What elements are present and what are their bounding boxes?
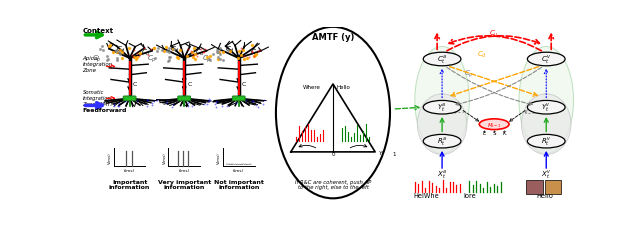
Text: $C_u$: $C_u$	[250, 47, 259, 57]
Text: S: S	[492, 131, 496, 135]
Text: $C_p$: $C_p$	[465, 68, 474, 80]
FancyBboxPatch shape	[545, 181, 561, 194]
Text: 0: 0	[332, 152, 335, 157]
Text: $Y^a$: $Y^a$	[378, 150, 385, 158]
Text: $Y^a_t$: $Y^a_t$	[437, 102, 447, 114]
Text: $C_d$: $C_d$	[225, 45, 235, 55]
Text: Not important
information: Not important information	[214, 179, 264, 190]
FancyBboxPatch shape	[232, 97, 245, 101]
Text: E: E	[483, 131, 486, 135]
Text: Hello: Hello	[536, 192, 553, 198]
Text: C: C	[132, 82, 137, 87]
Text: $C^v_t$: $C^v_t$	[541, 54, 552, 66]
Text: $X^v_t$: $X^v_t$	[541, 168, 552, 181]
Text: $C_d$: $C_d$	[116, 45, 125, 55]
Text: V(mv): V(mv)	[163, 152, 167, 163]
Text: $\gamma_{t-1}$: $\gamma_{t-1}$	[453, 108, 465, 116]
Circle shape	[423, 135, 461, 148]
Text: V(mv): V(mv)	[108, 152, 112, 163]
Ellipse shape	[519, 47, 573, 154]
Text: $M_{t-1}$: $M_{t-1}$	[487, 120, 501, 129]
Text: Very important
information: Very important information	[157, 179, 211, 190]
Text: t(ms): t(ms)	[124, 168, 135, 172]
Text: Apical
Integration
Zone: Apical Integration Zone	[83, 56, 113, 73]
Text: $R^v_t$: $R^v_t$	[541, 135, 552, 148]
Text: C: C	[187, 82, 191, 87]
Text: $C_p$: $C_p$	[147, 54, 157, 65]
Text: $Y^v_t$: $Y^v_t$	[541, 102, 551, 114]
Ellipse shape	[417, 94, 467, 155]
Text: t(ms): t(ms)	[179, 168, 189, 172]
Text: If R&C are coherent, push AP
to the right, else to the left: If R&C are coherent, push AP to the righ…	[295, 179, 371, 190]
FancyBboxPatch shape	[178, 97, 191, 101]
Text: $C_d$: $C_d$	[477, 49, 487, 59]
Circle shape	[527, 101, 565, 115]
Text: $C_p$: $C_p$	[92, 54, 102, 65]
Text: t(ms): t(ms)	[233, 168, 244, 172]
Ellipse shape	[522, 94, 571, 155]
Text: $\gamma^v_{t-1}$: $\gamma^v_{t-1}$	[523, 106, 535, 116]
Circle shape	[479, 119, 509, 130]
Text: Where: Where	[303, 85, 321, 90]
Text: C: C	[242, 82, 246, 87]
Text: Important
information: Important information	[109, 179, 150, 190]
Text: $R^a_t$: $R^a_t$	[437, 135, 447, 148]
FancyBboxPatch shape	[526, 181, 543, 194]
Text: Hello: Hello	[337, 85, 351, 90]
Circle shape	[423, 101, 461, 115]
Text: Context: Context	[83, 28, 114, 34]
Text: $C_d$: $C_d$	[170, 45, 180, 55]
Text: V(mv): V(mv)	[218, 152, 221, 163]
Text: $C^a_t$: $C^a_t$	[437, 54, 447, 66]
Text: Somatic
Integration
Zone (AMTF): Somatic Integration Zone (AMTF)	[83, 90, 116, 106]
Text: Feedforward: Feedforward	[83, 107, 127, 112]
Text: $C_p$: $C_p$	[202, 54, 211, 65]
Text: $C_u$: $C_u$	[489, 29, 499, 39]
Text: K: K	[502, 131, 506, 135]
FancyBboxPatch shape	[124, 97, 136, 101]
Circle shape	[423, 53, 461, 67]
Circle shape	[527, 53, 565, 67]
Text: lore: lore	[463, 192, 476, 198]
Text: AMTF (y): AMTF (y)	[312, 33, 354, 42]
Text: 1: 1	[392, 152, 396, 157]
Circle shape	[527, 135, 565, 148]
Text: HelWhe: HelWhe	[414, 192, 440, 198]
Text: $X^a_t$: $X^a_t$	[437, 168, 447, 181]
Text: $C_u$: $C_u$	[141, 47, 150, 57]
Ellipse shape	[415, 47, 469, 154]
Text: $C_u$: $C_u$	[195, 47, 205, 57]
